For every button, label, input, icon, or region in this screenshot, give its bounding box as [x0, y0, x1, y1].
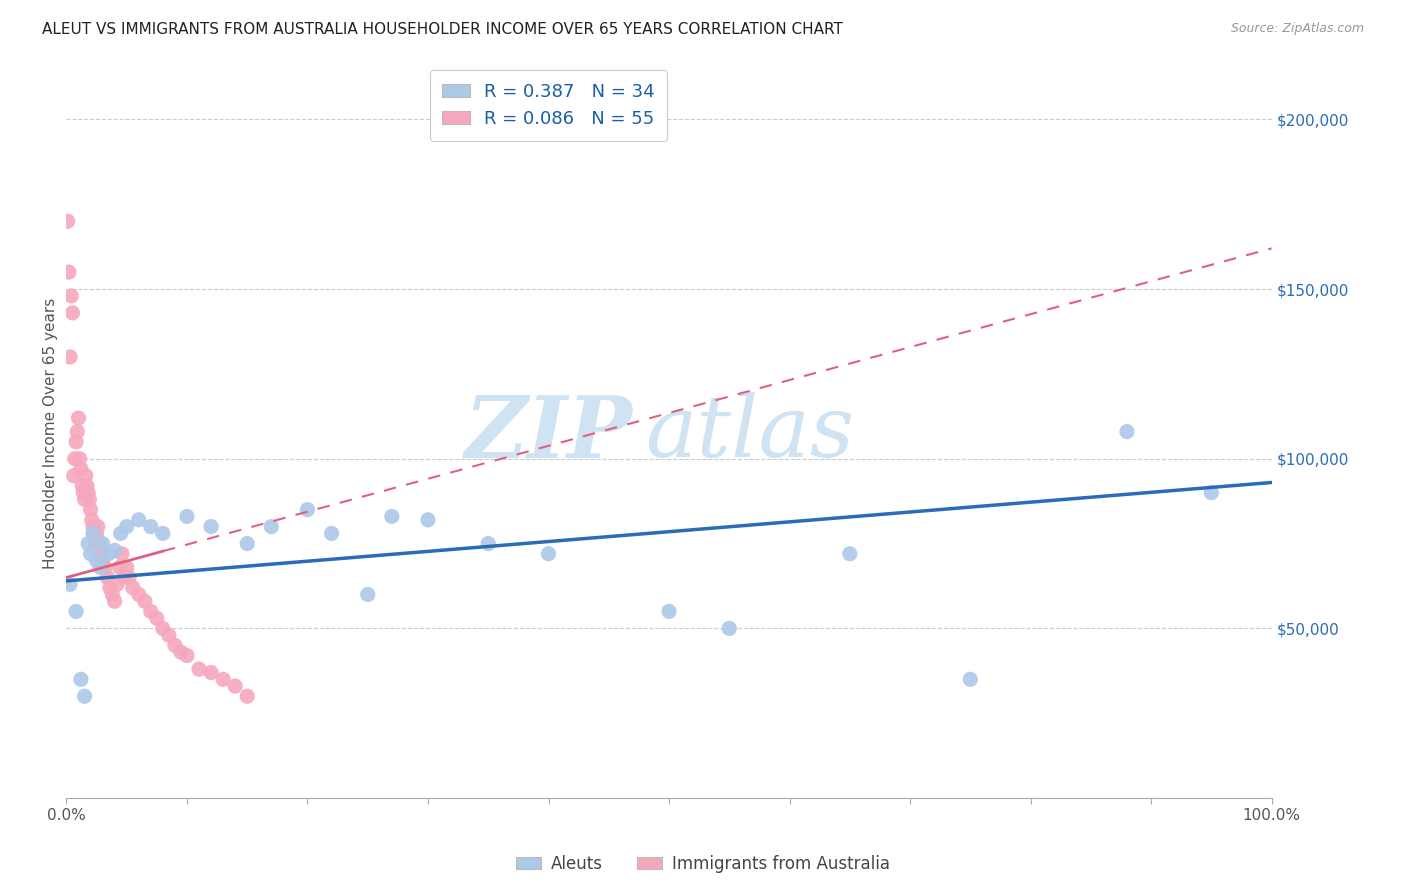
Point: [115, 560, 138, 574]
Point: [59, 350, 82, 364]
Point: [128, 513, 150, 527]
Point: [63, 451, 86, 466]
Point: [118, 570, 141, 584]
Point: [537, 547, 560, 561]
Point: [79, 492, 101, 507]
Point: [86, 526, 108, 541]
Point: [105, 577, 128, 591]
Point: [73, 492, 96, 507]
Point: [1201, 485, 1223, 500]
Point: [67, 411, 90, 425]
Point: [65, 434, 87, 449]
Point: [115, 519, 138, 533]
Text: ZIP: ZIP: [465, 392, 633, 475]
Point: [170, 645, 193, 659]
Point: [152, 526, 174, 541]
Point: [1116, 425, 1139, 439]
Point: [260, 519, 283, 533]
Text: Source: ZipAtlas.com: Source: ZipAtlas.com: [1230, 22, 1364, 36]
Point: [80, 513, 103, 527]
Point: [111, 547, 134, 561]
Point: [89, 547, 111, 561]
Point: [91, 553, 114, 567]
Y-axis label: Householder Income Over 65 years: Householder Income Over 65 years: [44, 298, 58, 569]
Point: [94, 560, 117, 574]
Point: [321, 526, 343, 541]
Point: [146, 611, 169, 625]
Point: [56, 214, 79, 228]
Point: [75, 468, 97, 483]
Point: [86, 553, 108, 567]
Point: [188, 662, 211, 676]
Point: [108, 560, 131, 574]
Point: [59, 577, 82, 591]
Point: [134, 594, 156, 608]
Point: [139, 604, 162, 618]
Point: [357, 587, 380, 601]
Point: [62, 468, 84, 483]
Point: [76, 479, 98, 493]
Point: [121, 581, 143, 595]
Legend: R = 0.387   N = 34, R = 0.086   N = 55: R = 0.387 N = 34, R = 0.086 N = 55: [430, 70, 668, 141]
Point: [62, 306, 84, 320]
Point: [157, 628, 180, 642]
Point: [658, 604, 681, 618]
Point: [77, 536, 100, 550]
Point: [112, 570, 135, 584]
Point: [104, 543, 127, 558]
Point: [87, 519, 110, 533]
Point: [416, 513, 439, 527]
Text: ALEUT VS IMMIGRANTS FROM AUSTRALIA HOUSEHOLDER INCOME OVER 65 YEARS CORRELATION : ALEUT VS IMMIGRANTS FROM AUSTRALIA HOUSE…: [42, 22, 844, 37]
Point: [959, 673, 981, 687]
Point: [200, 665, 222, 680]
Point: [70, 462, 93, 476]
Point: [58, 265, 80, 279]
Point: [70, 673, 93, 687]
Point: [176, 648, 198, 663]
Point: [79, 547, 101, 561]
Point: [152, 621, 174, 635]
Point: [91, 536, 114, 550]
Point: [66, 425, 89, 439]
Point: [297, 502, 319, 516]
Point: [70, 479, 93, 493]
Point: [200, 519, 222, 533]
Point: [104, 594, 127, 608]
Text: atlas: atlas: [645, 392, 853, 475]
Point: [72, 485, 94, 500]
Point: [73, 690, 96, 704]
Point: [838, 547, 860, 561]
Point: [97, 547, 120, 561]
Point: [139, 519, 162, 533]
Point: [163, 639, 186, 653]
Point: [128, 587, 150, 601]
Point: [65, 604, 87, 618]
Point: [60, 289, 83, 303]
Point: [87, 536, 110, 550]
Point: [79, 502, 101, 516]
Point: [381, 509, 404, 524]
Point: [83, 526, 105, 541]
Point: [98, 581, 121, 595]
Point: [110, 526, 132, 541]
Point: [82, 526, 104, 541]
Point: [77, 485, 100, 500]
Point: [212, 673, 235, 687]
Legend: Aleuts, Immigrants from Australia: Aleuts, Immigrants from Australia: [509, 848, 897, 880]
Point: [101, 587, 124, 601]
Point: [477, 536, 499, 550]
Point: [236, 690, 259, 704]
Point: [82, 519, 104, 533]
Point: [236, 536, 259, 550]
Point: [89, 560, 111, 574]
Point: [718, 621, 741, 635]
Point: [96, 570, 118, 584]
Point: [224, 679, 246, 693]
Point: [176, 509, 198, 524]
Point: [84, 536, 107, 550]
Point: [69, 451, 91, 466]
